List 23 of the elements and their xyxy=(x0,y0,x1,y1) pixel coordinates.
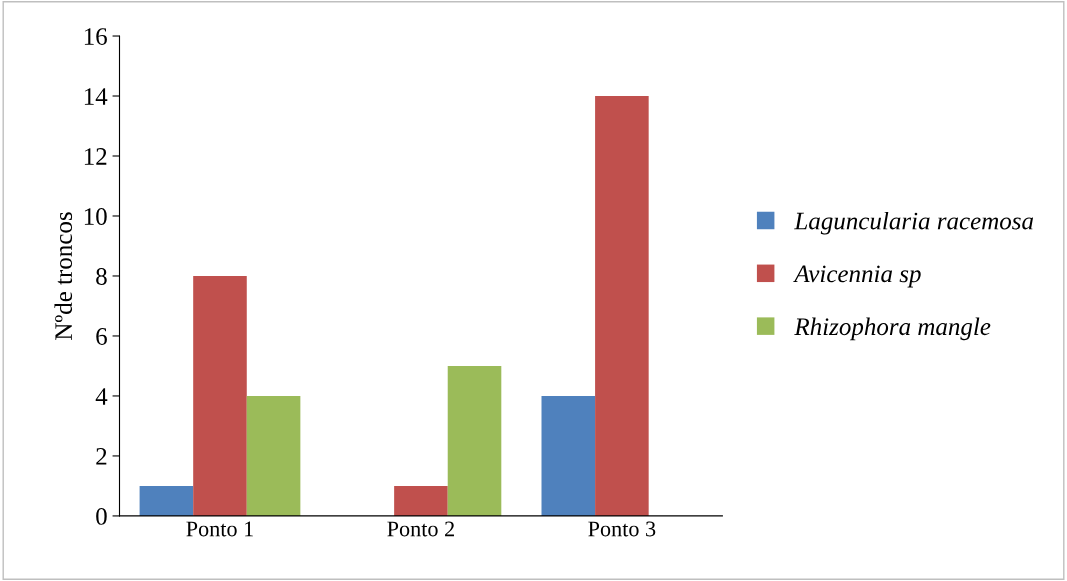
legend-label: Rhizophora mangle xyxy=(794,317,991,341)
bar xyxy=(394,485,448,516)
y-tick-label: 8 xyxy=(96,268,107,285)
y-tick-label: 4 xyxy=(95,388,108,405)
y-tick-label: 16 xyxy=(84,28,107,45)
bar xyxy=(246,395,301,516)
bar xyxy=(595,96,649,516)
bar xyxy=(139,485,194,516)
x-tick-label: Ponto 1 xyxy=(186,521,253,537)
y-tick-label: 0 xyxy=(96,507,107,525)
y-axis-title: Nºde troncos xyxy=(54,212,73,340)
y-tick-label: 14 xyxy=(84,88,108,105)
bar xyxy=(193,275,247,516)
legend-label: Laguncularia racemosa xyxy=(794,211,1034,235)
x-tick-label: Ponto 3 xyxy=(588,521,656,537)
bar xyxy=(447,365,502,516)
x-tick-label: Ponto 2 xyxy=(387,521,454,537)
y-tick-label: 2 xyxy=(96,448,107,465)
bar xyxy=(541,395,596,516)
y-tick-label: 12 xyxy=(84,148,107,165)
legend-label: Avicennia sp xyxy=(793,265,921,288)
y-tick-label: 10 xyxy=(84,208,107,225)
y-tick-label: 6 xyxy=(96,328,107,345)
